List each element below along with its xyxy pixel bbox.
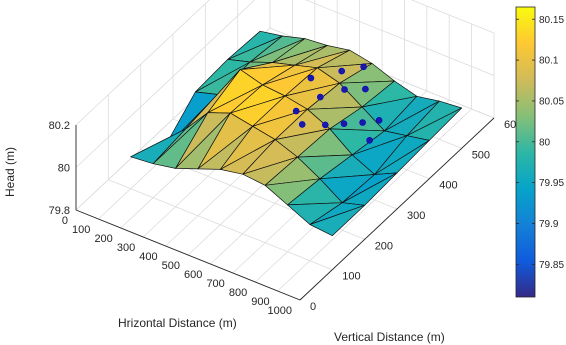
x-tick-label: 200	[94, 233, 112, 245]
colorbar-tick-label: 80.15	[539, 15, 564, 26]
marker-point	[360, 63, 367, 71]
y-tick-label: 400	[439, 180, 457, 192]
marker-point	[307, 74, 315, 82]
z-tick-label: 79.8	[49, 205, 70, 217]
marker-point	[292, 107, 300, 115]
y-tick-label: 500	[472, 149, 490, 161]
axes-lines	[75, 117, 495, 301]
colorbar-tick-label: 79.85	[539, 260, 564, 271]
x-tick-label: 1000	[268, 305, 292, 317]
x-tick-label: 600	[184, 269, 202, 281]
z-tick-label: 80.2	[49, 120, 70, 132]
marker-point	[338, 67, 346, 75]
z-tick-label: 80	[58, 163, 70, 175]
z-axis-label: Head (m)	[3, 147, 17, 197]
marker-point	[359, 119, 366, 126]
colorbar	[515, 6, 536, 298]
x-tick-label: 700	[206, 278, 224, 290]
x-tick-label: 100	[72, 224, 90, 236]
surface-mesh	[130, 30, 463, 237]
x-tick-label: 500	[162, 260, 180, 272]
y-axis-label: Vertical Distance (m)	[334, 330, 445, 344]
marker-point	[341, 86, 348, 93]
marker-point	[321, 121, 329, 129]
colorbar-tick-label: 80	[539, 137, 551, 148]
x-axis-line	[75, 209, 301, 301]
marker-point	[362, 85, 369, 93]
colorbar-ticks: 79.85 79.9 79.95 80 80.05 80.1 80.15	[516, 15, 564, 271]
y-tick-label: 200	[375, 240, 393, 252]
grid-line	[140, 64, 365, 240]
x-tick-label: 900	[251, 296, 269, 308]
y-tick-label: 300	[407, 210, 425, 222]
grid-line	[269, 0, 495, 119]
marker-point	[316, 93, 324, 101]
y-tick-label: 100	[342, 271, 360, 283]
marker-point	[375, 117, 383, 124]
marker-point	[366, 137, 373, 144]
colorbar-tick-label: 79.95	[539, 178, 564, 189]
marker-point	[298, 121, 306, 128]
marker-points	[292, 63, 383, 144]
colorbar-tick-label: 80.05	[539, 96, 564, 107]
y-tick-label: 0	[310, 301, 316, 313]
x-tick-label: 300	[117, 242, 135, 254]
colorbar-tick-label: 80.1	[539, 56, 559, 67]
colorbar-tick-label: 79.9	[539, 219, 559, 230]
grid-line	[107, 94, 333, 271]
x-tick-label: 0	[62, 215, 68, 227]
x-tick-label: 400	[139, 251, 157, 263]
surface-facet	[309, 204, 366, 237]
y-axis-line	[299, 117, 495, 301]
x-tick-label: 800	[229, 287, 247, 299]
x-axis-label: Hrizontal Distance (m)	[118, 316, 237, 330]
marker-point	[340, 120, 348, 127]
